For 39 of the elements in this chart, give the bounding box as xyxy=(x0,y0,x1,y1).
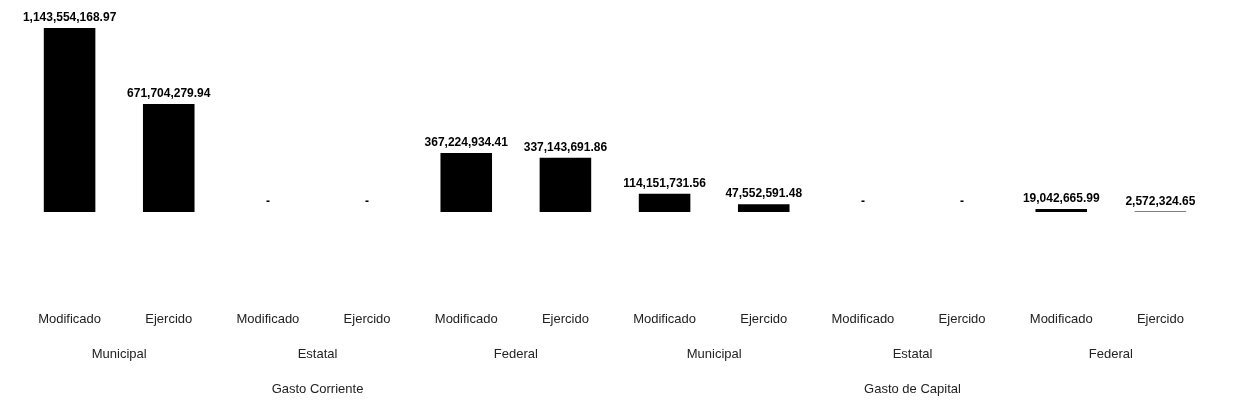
data-label: 47,552,591.48 xyxy=(725,186,803,201)
data-label: 19,042,665.99 xyxy=(1022,190,1100,205)
data-label: - xyxy=(960,194,965,208)
text: Federal xyxy=(493,345,538,361)
text: Estatal xyxy=(892,345,933,361)
x-tick-label: Ejercido xyxy=(1136,311,1184,326)
data-label: 367,224,934.41 xyxy=(424,134,509,149)
bar xyxy=(1035,208,1088,212)
bar xyxy=(142,103,195,212)
x-tick-label: Modificado xyxy=(236,311,300,326)
text: Estatal xyxy=(297,345,338,361)
x-tick-label: Modificado xyxy=(633,311,697,326)
x-tick-label: Ejercido xyxy=(343,311,391,326)
bar xyxy=(43,28,96,212)
x-tick-label: Modificado xyxy=(1029,311,1093,326)
text: Gasto Corriente xyxy=(271,380,364,396)
x-tick-label: Ejercido xyxy=(541,311,589,326)
bar xyxy=(440,152,493,212)
data-label: - xyxy=(265,194,270,208)
data-label: 337,143,691.86 xyxy=(523,139,608,154)
x-tick-label: Ejercido xyxy=(145,311,193,326)
data-label: 2,572,324.65 xyxy=(1125,193,1196,208)
text: Federal xyxy=(1088,345,1133,361)
x-tick-label: Ejercido xyxy=(938,311,986,326)
data-label: - xyxy=(365,194,370,208)
text: Municipal xyxy=(91,345,147,361)
bar xyxy=(638,193,691,212)
x-tick-label: Modificado xyxy=(38,311,102,326)
x-tick-label: Modificado xyxy=(831,311,895,326)
data-label: 1,143,554,168.97 xyxy=(22,10,117,24)
bar xyxy=(737,204,790,212)
data-label: 671,704,279.94 xyxy=(127,85,211,100)
bar xyxy=(539,157,592,212)
data-label: 114,151,731.56 xyxy=(623,175,707,190)
x-tick-label: Modificado xyxy=(434,311,498,326)
x-tick-label: Ejercido xyxy=(740,311,788,326)
data-label: - xyxy=(860,194,865,208)
text: Gasto de Capital xyxy=(864,380,962,396)
text: Municipal xyxy=(686,345,742,361)
